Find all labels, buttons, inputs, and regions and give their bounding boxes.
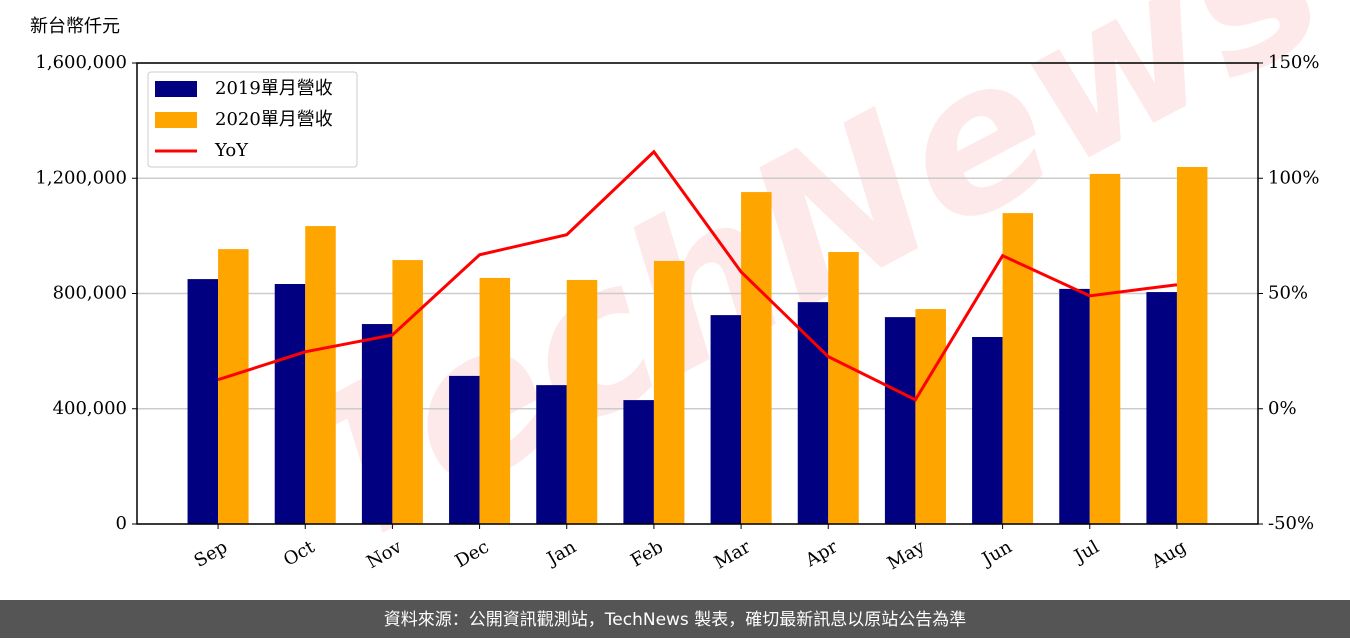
y-tick-label: 400,000 [53, 398, 127, 419]
bar [623, 400, 654, 524]
legend-box [147, 71, 358, 168]
bar [361, 324, 393, 524]
legend-label: 2019單月營收 [215, 78, 333, 99]
y-axis-label: 新台幣仟元 [30, 16, 120, 37]
bar [274, 283, 306, 524]
legend-label: 2020單月營收 [215, 109, 333, 130]
bar [797, 302, 829, 524]
bar [392, 260, 423, 524]
yoy-line [217, 149, 1178, 402]
bar [1059, 288, 1090, 524]
x-tick-label: Jul [1069, 536, 1103, 568]
bar [536, 385, 567, 524]
bar [305, 226, 336, 525]
x-tick-label: May [884, 536, 929, 574]
legend-label: YoY [214, 140, 249, 161]
y2-tick-label: 150% [1268, 52, 1319, 73]
x-tick-label: Feb [627, 536, 667, 571]
bar [710, 315, 742, 524]
y-tick-label: 800,000 [53, 283, 127, 304]
bar [741, 192, 772, 524]
x-tick-label: Jun [977, 536, 1016, 571]
x-tick-label: Jan [542, 536, 580, 570]
y-tick-label: 1,200,000 [35, 167, 127, 188]
plot-frame [136, 62, 1259, 525]
x-tick-label: Mar [711, 536, 755, 573]
y-tick-label: 1,600,000 [35, 52, 127, 73]
footer-bar [0, 600, 1350, 638]
bar [479, 277, 511, 524]
bar [828, 252, 859, 524]
x-tick-label: Aug [1147, 536, 1190, 573]
x-tick-label: Oct [280, 536, 319, 571]
bar [218, 249, 249, 524]
legend-swatch [155, 81, 197, 97]
bar [884, 317, 916, 524]
bar [1002, 213, 1034, 524]
bar [566, 279, 598, 524]
bar [1089, 173, 1121, 524]
source-note: 資料來源：公開資訊觀測站，TechNews 製表，確切最新訊息以原站公告為準 [384, 610, 966, 630]
bar [1146, 292, 1177, 524]
x-tick-label: Apr [801, 536, 841, 571]
x-tick-label: Sep [191, 536, 231, 571]
plot-area: 0 400,000 800,000 1,200,000 1,600,000 -50% 0% 5… [35, 52, 1319, 574]
y2-tick-label: 50% [1268, 283, 1308, 304]
bar [449, 375, 480, 524]
y2-tick-label: 100% [1268, 167, 1319, 188]
bar [1176, 167, 1208, 524]
legend: 2019單月營收 2020單月營收 YoY [147, 71, 358, 168]
bar [972, 337, 1003, 524]
bar [915, 309, 946, 524]
y2-tick-label: 0% [1268, 398, 1297, 419]
bar [653, 260, 685, 524]
y-tick-label: 0 [116, 513, 127, 534]
legend-swatch [155, 112, 197, 128]
bar [187, 279, 219, 524]
y2-tick-label: -50% [1268, 513, 1314, 534]
